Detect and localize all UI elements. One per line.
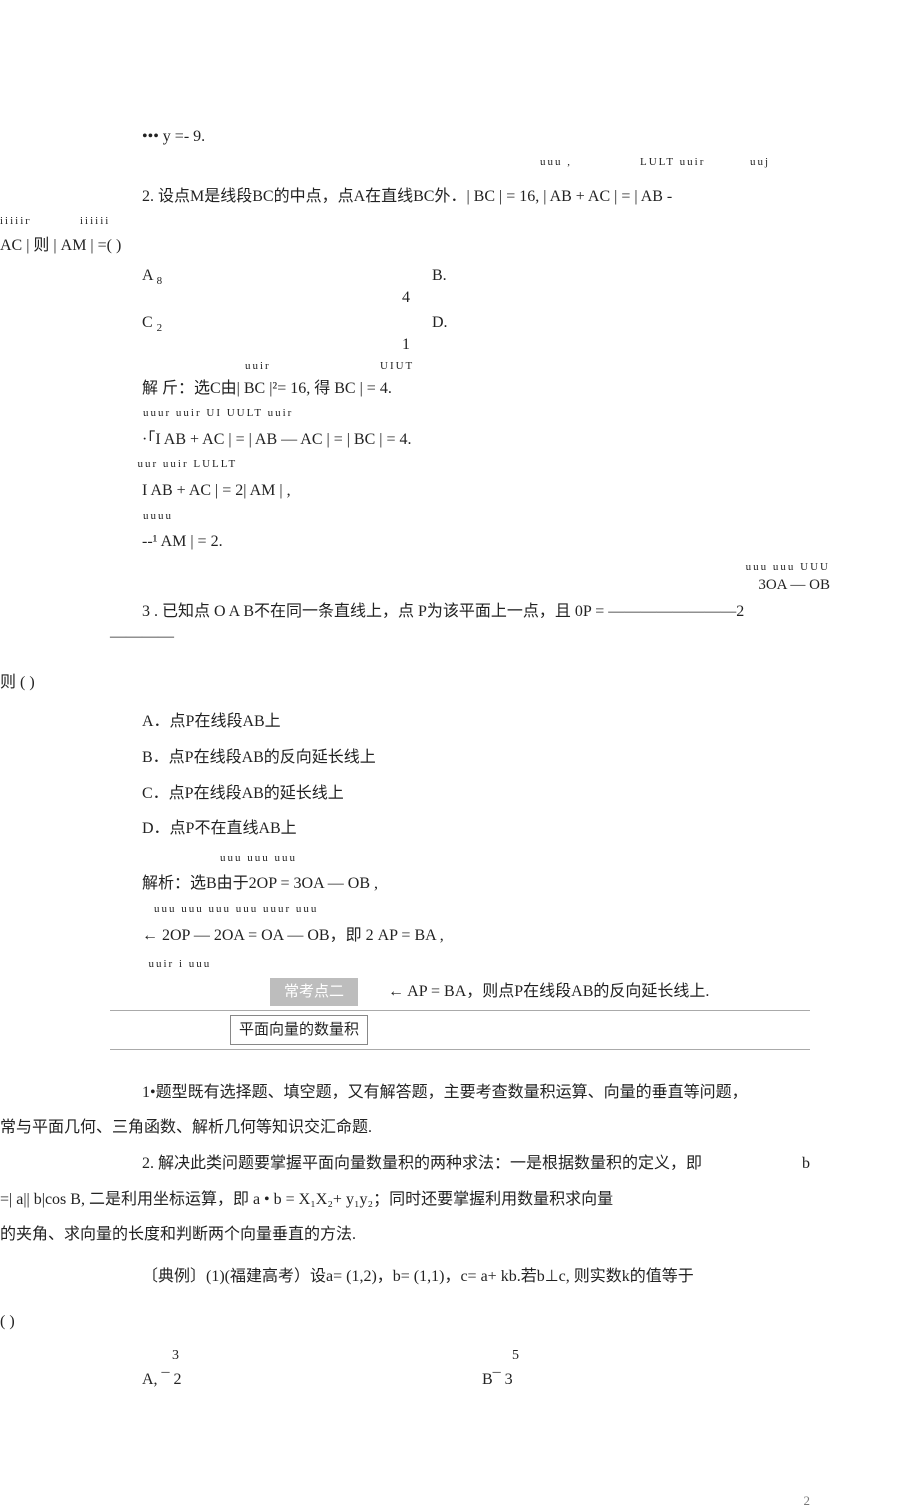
option-b: B．点P在线段AB的反向延长线上 [110, 745, 810, 771]
solution-with-label: 常考点二 ← AP = BA，则点P在线段AB的反向延长线上. [110, 978, 810, 1006]
overline-mark: uuir [245, 358, 271, 376]
topic-bar-row: 平面向量的数量积 [110, 1015, 810, 1045]
question-2-cont: AC | 则 | AM | =( ) [0, 233, 810, 259]
option-c: C [142, 314, 153, 331]
text-line: ••• y =- 9. [110, 124, 810, 150]
example: 〔典例〕(1)(福建高考）设a= (1,2)，b= (1,1)，c= a+ kb… [110, 1264, 810, 1290]
formula-fragment: b [770, 1151, 810, 1177]
answer-paren: ( ) [0, 1309, 810, 1335]
question-3: 3 . 已知点 O A B不在同一条直线上，点 P为该平面上一点，且 0P = … [110, 599, 810, 650]
fraction-top: 5 [482, 1345, 519, 1367]
solution-line: 解析：选B由于2OP = 3OA — OB , [110, 871, 810, 897]
fraction-top: 3 [142, 1345, 482, 1367]
overline-mark: uuir i uuu [110, 956, 810, 974]
page-number: 2 [0, 1493, 920, 1509]
solution-line: ← AP = BA，则点P在线段AB的反向延长线上. [388, 979, 709, 1005]
overline-mark: uuur uuir UI UULT uuir [110, 405, 810, 423]
divider [110, 1010, 810, 1011]
option-d-val: 1 [402, 332, 410, 358]
vec-overline-row: uuu , LULT uuir uuj [110, 154, 810, 180]
option-b: B¯ 3 [482, 1367, 519, 1393]
overline-mark: іііііі [80, 213, 110, 231]
option-d: D．点P不在直线AB上 [110, 816, 810, 842]
paragraph: 的夹角、求向量的长度和判断两个向量垂直的方法. [0, 1222, 810, 1248]
overline-mark: uuu , [540, 154, 572, 172]
option-a: A, ¯ 2 [142, 1367, 482, 1393]
topic-title: 平面向量的数量积 [230, 1015, 368, 1045]
overline-mark: іііііг [0, 213, 32, 231]
option-b: B. [432, 263, 447, 291]
solution-line: ← 2OP — 2OA = OA — OB，即 2 AP = BA , [110, 923, 810, 949]
option-row: 1 [110, 332, 810, 358]
option-row: 3 A, ¯ 2 5 B¯ 3 [110, 1345, 810, 1393]
option-c: C．点P在线段AB的延长线上 [110, 781, 810, 807]
overline-mark: UIUT [380, 358, 414, 376]
vec-overline-row: іііііг іііііі [110, 213, 810, 229]
option-a: A．点P在线段AB上 [110, 709, 810, 735]
solution-line: --¹ AM | = 2. [110, 529, 810, 555]
fraction-row: uuu uuu UUU 3OA — OB [110, 559, 810, 595]
solution-line: I AB + AC | = 2| AM | , [110, 478, 810, 504]
paragraph: 常与平面几何、三角函数、解析几何等知识交汇命题. [0, 1115, 810, 1141]
question-2: 2. 设点M是线段BC的中点，点A在直线BC外．| BC | = 16, | A… [110, 184, 810, 210]
paragraph: =| a|| b|cos B, 二是利用坐标运算，即 a • b = X₁X₂+… [0, 1187, 810, 1213]
solution-line: ·「I AB + AC | = | AB — AC | = | BC | = 4… [110, 427, 810, 453]
overline-mark: uuu uuu uuu uuu uuur uuu [110, 901, 810, 919]
divider [110, 1049, 810, 1050]
overline-mark: uuu uuu uuu [110, 850, 810, 868]
section-label: 常考点二 [270, 978, 358, 1006]
answer-paren: 则 ( ) [0, 670, 810, 696]
option-row: 4 [110, 285, 810, 311]
paragraph: 1•题型既有选择题、填空题，又有解答题，主要考查数量积运算、向量的垂直等问题， [110, 1080, 810, 1106]
solution-line: 解 斤：选C由| BC |²= 16, 得 BC | = 4. [110, 376, 810, 402]
option-a: A [142, 267, 153, 284]
overline-mark: uur uuir LULLT [110, 456, 810, 474]
overline-mark: uuuu [110, 508, 810, 526]
option-d: D. [432, 310, 448, 338]
paragraph: 2. 解决此类问题要掌握平面向量数量积的两种求法：一是根据数量积的定义，即 b [110, 1151, 810, 1177]
overline-mark: uuj [750, 154, 770, 172]
overline-mark: LULT uuir [640, 154, 705, 172]
vec-overline-row: uuir UIUT [110, 358, 810, 372]
fraction-numerator: 3OA — OB [758, 573, 830, 597]
option-b-val: 4 [402, 285, 410, 311]
